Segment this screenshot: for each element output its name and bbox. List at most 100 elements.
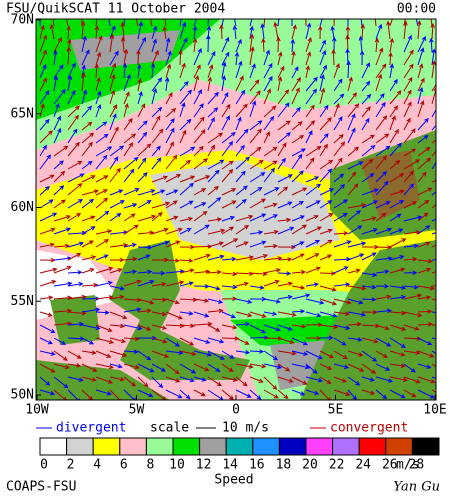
colorbar-tick-label: 10: [169, 458, 185, 473]
wind-arrow: [151, 212, 163, 222]
wind-arrow: [333, 63, 340, 79]
wind-arrow: [151, 201, 171, 209]
wind-arrow: [417, 285, 436, 291]
wind-arrow: [179, 281, 194, 287]
wind-arrow: [193, 47, 202, 66]
wind-arrow: [193, 145, 204, 157]
wind-arrow: [207, 254, 225, 261]
wind-arrow: [165, 92, 173, 105]
wind-arrow: [39, 24, 45, 40]
wind-arrow: [375, 256, 393, 261]
colorbar-box: [119, 437, 147, 456]
wind-arrow: [263, 389, 279, 399]
wind-arrow: [291, 269, 306, 275]
wind-arrow: [81, 215, 96, 222]
wind-arrow: [95, 376, 113, 384]
wind-arrow: [164, 76, 170, 92]
wind-arrow: [319, 335, 334, 341]
wind-arrow: [39, 295, 54, 300]
wind-arrow: [277, 311, 297, 317]
wind-arrow: [137, 189, 156, 196]
wind-arrow: [81, 198, 95, 209]
wind-arrow: [263, 311, 278, 316]
wind-arrow: [263, 19, 266, 27]
wind-arrow: [151, 106, 163, 118]
wind-arrow: [53, 363, 70, 370]
wind-arrow: [431, 285, 436, 287]
wind-arrow: [403, 101, 412, 118]
wind-arrow: [403, 376, 421, 384]
wind-arrow: [95, 350, 112, 358]
wind-arrow: [319, 74, 325, 92]
wind-arrow: [431, 363, 436, 368]
wind-arrow: [179, 216, 194, 222]
wind-arrow: [53, 281, 73, 287]
wind-arrow: [263, 243, 279, 249]
wind-arrow: [151, 311, 167, 317]
wind-arrow: [67, 230, 87, 236]
wind-arrow: [179, 81, 189, 92]
wind-arrow: [333, 199, 349, 209]
wind-arrow: [165, 174, 182, 183]
wind-arrow: [53, 49, 58, 66]
wind-arrow: [207, 363, 221, 372]
wind-arrow: [431, 124, 436, 131]
wind-arrow: [137, 103, 146, 118]
wind-arrow: [263, 115, 275, 131]
wind-arrow: [417, 134, 429, 144]
wind-arrow: [53, 350, 68, 361]
land: [50, 295, 100, 345]
wind-arrow: [109, 145, 125, 157]
wind-arrow: [305, 322, 323, 327]
wind-arrow: [151, 128, 164, 144]
wind-arrow: [109, 350, 128, 357]
wind-arrow: [403, 76, 413, 92]
wind-arrow: [277, 174, 293, 183]
wind-arrow: [361, 173, 375, 183]
lat-label: 60N: [11, 200, 34, 215]
wind-arrow: [221, 140, 234, 157]
wind-arrow: [388, 51, 393, 66]
colorbar-box: [305, 437, 334, 456]
wind-arrow: [221, 271, 238, 277]
wind-arrow: [233, 19, 237, 27]
wind-arrow: [221, 311, 236, 319]
wind-arrow: [305, 311, 322, 318]
wind-arrow: [333, 282, 351, 287]
legend-scale-value: 10 m/s: [222, 421, 269, 436]
wind-arrow: [179, 311, 194, 316]
wind-arrow: [277, 102, 290, 118]
wind-arrow: [39, 376, 51, 386]
wind-arrow: [263, 75, 273, 92]
wind-arrow: [136, 64, 142, 79]
wind-arrow: [151, 25, 158, 40]
wind-arrow: [375, 170, 388, 183]
wind-arrow: [193, 75, 200, 92]
colorbar-tick-label: 22: [329, 458, 345, 473]
wind-arrow: [207, 350, 225, 360]
colorbar-box: [385, 437, 413, 456]
wind-arrow: [261, 37, 266, 53]
wind-arrow: [347, 241, 367, 248]
wind-arrow: [179, 146, 196, 157]
wind-arrow: [39, 63, 47, 79]
wind-arrow: [81, 141, 93, 157]
wind-arrow: [403, 324, 420, 331]
wind-arrow: [137, 350, 152, 361]
wind-arrow: [403, 243, 419, 249]
wind-arrow: [319, 389, 331, 400]
wind-arrow: [235, 214, 254, 222]
wind-arrows: [39, 19, 436, 400]
wind-arrow: [81, 307, 101, 313]
wind-arrow: [331, 48, 336, 66]
wind-arrow: [95, 239, 110, 248]
wind-arrow: [165, 227, 183, 235]
wind-arrow: [81, 89, 88, 105]
wind-arrow: [135, 19, 139, 27]
footer-left: COAPS-FSU: [6, 480, 76, 495]
wind-arrow: [109, 200, 125, 209]
wind-arrow: [39, 49, 47, 66]
wind-arrow: [219, 24, 224, 40]
wind-arrow: [291, 66, 299, 79]
colorbar-tick-label: 18: [276, 458, 292, 473]
